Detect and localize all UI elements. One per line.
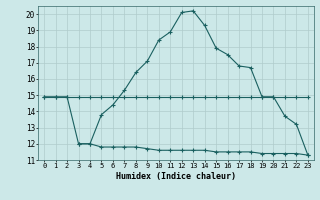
X-axis label: Humidex (Indice chaleur): Humidex (Indice chaleur) (116, 172, 236, 181)
